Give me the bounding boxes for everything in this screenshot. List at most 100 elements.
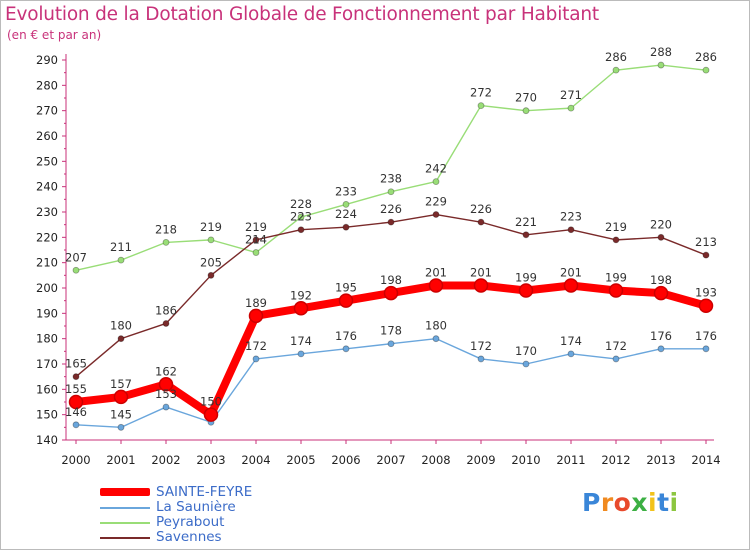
legend-swatch <box>100 537 150 539</box>
y-tick-label: 170 <box>36 357 58 371</box>
x-tick-label: 2009 <box>466 453 495 467</box>
data-point <box>383 285 399 301</box>
data-label: 223 <box>560 210 582 224</box>
data-label: 221 <box>515 215 537 229</box>
x-tick-label: 2001 <box>106 453 135 467</box>
data-label: 226 <box>380 202 402 216</box>
x-tick-label: 2002 <box>151 453 180 467</box>
data-point <box>342 345 350 353</box>
y-tick-label: 150 <box>36 408 58 422</box>
data-point <box>297 350 305 358</box>
proxiti-logo: Proxiti <box>582 488 679 517</box>
data-label: 205 <box>200 255 222 269</box>
data-label: 192 <box>290 288 312 302</box>
data-label: 199 <box>605 271 627 285</box>
y-tick-label: 270 <box>36 104 58 118</box>
data-point <box>387 188 395 196</box>
data-point <box>297 226 305 234</box>
data-point <box>567 226 575 234</box>
y-tick-label: 200 <box>36 281 58 295</box>
data-label: 228 <box>290 197 312 211</box>
data-point <box>477 355 485 363</box>
y-tick-label: 280 <box>36 78 58 92</box>
logo-letter: P <box>582 488 601 517</box>
data-point <box>158 377 174 392</box>
data-label: 226 <box>470 202 492 216</box>
data-point <box>477 218 485 226</box>
data-point <box>72 421 80 429</box>
data-point <box>567 104 575 112</box>
data-label: 150 <box>200 395 222 409</box>
data-label: 201 <box>470 265 492 279</box>
data-label: 224 <box>335 207 357 221</box>
data-point <box>207 236 215 244</box>
x-tick-label: 2005 <box>286 453 315 467</box>
data-label: 238 <box>380 172 402 186</box>
data-point <box>203 407 219 422</box>
data-label: 272 <box>470 86 492 100</box>
data-point <box>113 389 129 405</box>
data-point <box>612 236 620 244</box>
legend-label: Savennes <box>156 529 222 545</box>
logo-letter: t <box>657 488 670 517</box>
data-point <box>702 251 710 259</box>
data-label: 198 <box>650 273 672 287</box>
data-point <box>72 266 80 274</box>
data-label: 189 <box>245 296 267 310</box>
data-point <box>612 66 620 74</box>
data-point <box>248 308 264 324</box>
data-label: 219 <box>245 220 267 234</box>
data-point <box>428 278 444 293</box>
legend-swatch <box>100 522 150 524</box>
data-point <box>432 335 440 343</box>
data-point <box>342 223 350 231</box>
y-tick-label: 140 <box>36 433 58 447</box>
data-point <box>612 355 620 363</box>
data-label: 186 <box>155 303 177 317</box>
y-tick-label: 160 <box>36 382 58 396</box>
logo-letter: o <box>613 488 632 517</box>
data-label: 174 <box>290 334 312 348</box>
data-label: 195 <box>335 281 357 295</box>
logo-letter: i <box>648 488 658 517</box>
data-label: 218 <box>155 222 177 236</box>
legend-swatch <box>100 488 150 496</box>
data-label: 157 <box>110 377 132 391</box>
x-tick-label: 2012 <box>601 453 630 467</box>
data-label: 211 <box>110 240 132 254</box>
data-label: 178 <box>380 324 402 338</box>
x-tick-label: 2000 <box>61 453 90 467</box>
data-point <box>702 66 710 74</box>
data-point <box>432 211 440 218</box>
data-label: 172 <box>605 339 627 353</box>
data-point <box>162 320 170 327</box>
data-label: 270 <box>515 91 537 105</box>
data-label: 242 <box>425 162 447 176</box>
y-tick-label: 190 <box>36 306 58 320</box>
data-label: 229 <box>425 195 447 209</box>
data-point <box>117 335 125 343</box>
data-point <box>117 423 125 431</box>
data-label: 155 <box>65 382 87 396</box>
data-point <box>297 213 305 221</box>
data-label: 288 <box>650 45 672 59</box>
x-tick-label: 2007 <box>376 453 405 467</box>
data-point <box>252 249 260 256</box>
data-point <box>473 278 489 293</box>
logo-letter: i <box>669 488 679 517</box>
data-point <box>293 301 309 316</box>
x-tick-label: 2003 <box>196 453 225 467</box>
data-point <box>522 231 530 239</box>
data-label: 198 <box>380 273 402 287</box>
data-label: 180 <box>110 319 132 333</box>
data-point <box>608 283 624 298</box>
data-label: 214 <box>245 233 267 247</box>
data-label: 180 <box>425 319 447 333</box>
data-label: 286 <box>695 50 717 64</box>
chart-title: Evolution de la Dotation Globale de Fonc… <box>5 4 599 25</box>
data-label: 146 <box>65 405 87 419</box>
data-point <box>657 345 665 353</box>
data-label: 201 <box>560 265 582 279</box>
